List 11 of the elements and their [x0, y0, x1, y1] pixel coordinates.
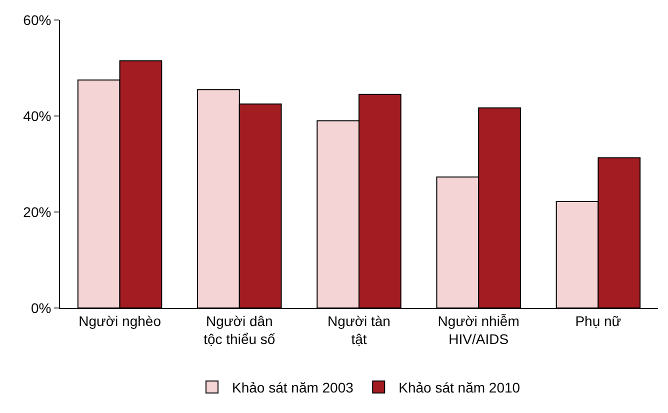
y-tick-label: 40%: [23, 108, 52, 124]
x-tick-label: Phụ nữ: [575, 312, 622, 329]
y-tick-label: 60%: [23, 12, 52, 28]
legend-label: Khảo sát năm 2010: [398, 379, 520, 396]
x-tick-label: Người nghèo: [78, 312, 162, 329]
x-tick-label: Người tàn tật: [328, 312, 390, 347]
x-tick-label: Người nhiễm HIV/AIDS: [438, 312, 520, 347]
legend-label: Khảo sát năm 2003: [232, 379, 354, 396]
y-tick-label: 0%: [30, 300, 52, 316]
x-tick-label: Người dân tộc thiểu số: [204, 312, 276, 347]
y-tick-label: 20%: [23, 204, 52, 220]
